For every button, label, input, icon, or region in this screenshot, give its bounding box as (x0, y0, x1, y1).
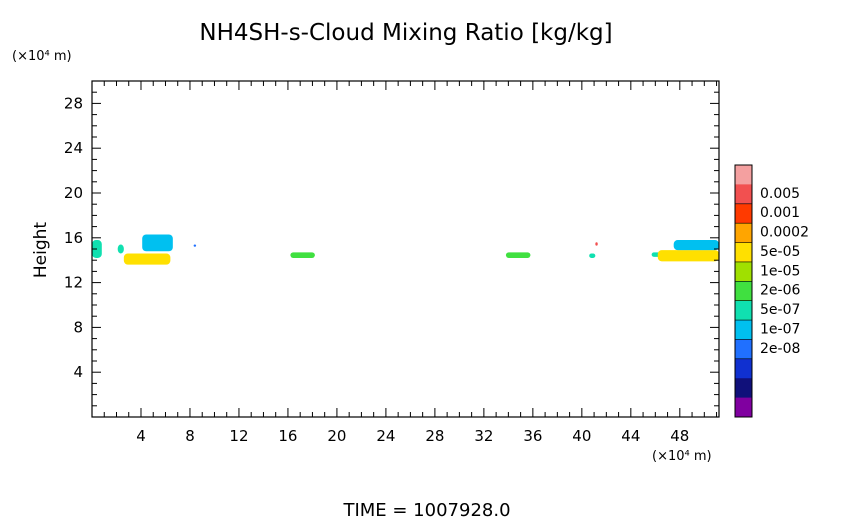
y-tick-label: 20 (64, 184, 83, 202)
y-tick-label: 4 (73, 363, 83, 381)
x-tick-label: 44 (621, 427, 640, 445)
colorbar-swatch (735, 300, 752, 321)
plot-frame (91, 80, 720, 418)
cloud-patch (193, 244, 197, 247)
colorbar-frame (734, 164, 753, 418)
colorbar-swatch (735, 203, 752, 224)
colorbar-swatch (735, 358, 752, 379)
cloud-patch (595, 242, 598, 246)
y-tick-label: 8 (73, 318, 83, 336)
colorbar: 0.005 0.001 0.0002 5e-05 1e-05 2e-06 5e-07 1e-0… (734, 164, 809, 418)
x-tick-label: 16 (278, 427, 297, 445)
cloud-patch (290, 252, 315, 258)
y-tick-label: 16 (64, 229, 83, 247)
x-tick-label: 8 (185, 427, 195, 445)
x-tick-label: 12 (229, 427, 248, 445)
cloud-patch (589, 253, 596, 258)
colorbar-swatch (735, 223, 752, 243)
colorbar-label: 0.005 (760, 186, 800, 202)
cloud-patch (673, 240, 719, 251)
x-tick-label: 48 (670, 427, 689, 445)
axis-ticks (92, 81, 719, 417)
cloud-patch (142, 234, 173, 252)
colorbar-swatch (735, 242, 752, 263)
colorbar-swatch (735, 281, 752, 302)
colorbar-swatch (735, 165, 752, 185)
x-tick-label: 4 (136, 427, 146, 445)
x-tick-label: 40 (572, 427, 591, 445)
cloud-patches (92, 234, 719, 265)
x-tick-label: 36 (523, 427, 542, 445)
colorbar-swatch (735, 378, 752, 399)
x-tick-label: 28 (425, 427, 444, 445)
x-tick-label: 24 (376, 427, 395, 445)
cloud-patch (117, 244, 124, 254)
colorbar-swatch (735, 397, 752, 418)
x-tick-label: 20 (327, 427, 346, 445)
time-label: TIME = 1007928.0 (342, 500, 510, 519)
y-tick-label: 24 (64, 139, 83, 157)
colorbar-label: 1e-07 (760, 321, 800, 337)
colorbar-label: 2e-06 (760, 283, 800, 299)
colorbar-label: 1e-05 (760, 263, 800, 279)
x-tick-labels: 4 8 12 16 20 24 28 32 36 40 44 48 (136, 427, 689, 445)
colorbar-swatch (735, 261, 752, 282)
colorbar-swatch (735, 339, 752, 360)
x-tick-label: 32 (474, 427, 493, 445)
y-axis-label: Height (31, 222, 51, 279)
chart-title: NH4SH-s-Cloud Mixing Ratio [kg/kg] (199, 20, 612, 46)
colorbar-label: 0.001 (760, 205, 800, 221)
x-unit-label: (×10⁴ m) (652, 449, 712, 464)
cloud-patch (123, 253, 171, 265)
cloud-patch (505, 252, 531, 258)
colorbar-swatch (735, 184, 752, 205)
y-unit-label: (×10⁴ m) (12, 49, 72, 64)
y-tick-labels: 4 8 12 16 20 24 28 (64, 94, 83, 381)
colorbar-label: 0.0002 (760, 225, 809, 241)
colorbar-label: 2e-08 (760, 341, 800, 357)
colorbar-label: 5e-05 (760, 244, 800, 260)
colorbar-label: 5e-07 (760, 302, 800, 318)
colorbar-swatch (735, 320, 752, 340)
y-tick-label: 28 (64, 94, 83, 112)
y-tick-label: 12 (64, 274, 83, 292)
cloud-patch (657, 250, 719, 262)
